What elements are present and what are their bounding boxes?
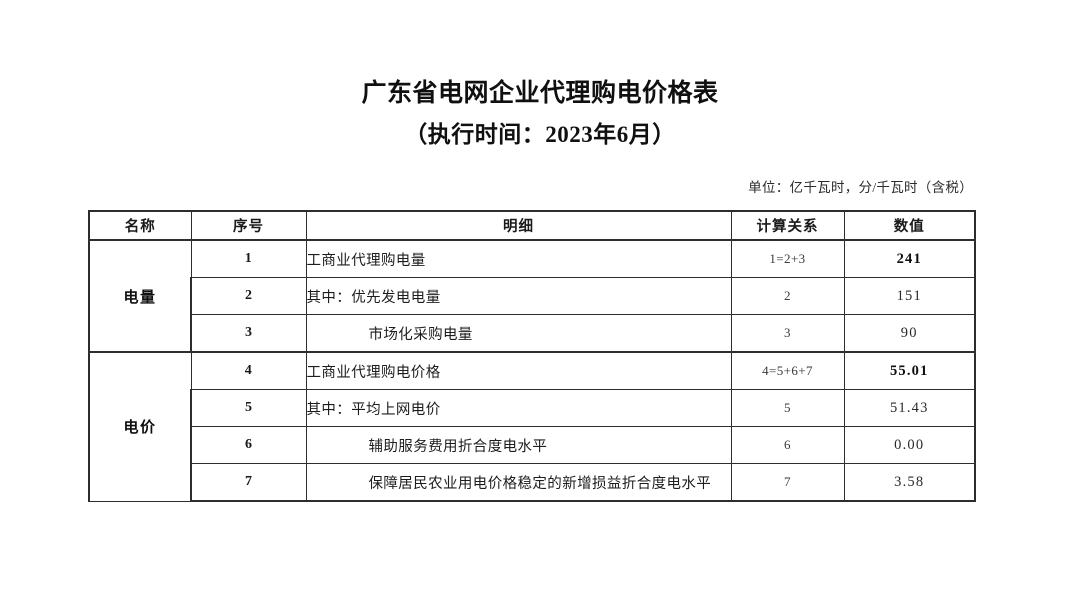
cell-value: 0.00: [843, 426, 976, 464]
cell-value: 3.58: [843, 463, 976, 502]
cell-value: 90: [843, 314, 976, 353]
unit-note: 单位：亿千瓦时，分/千瓦时（含税）: [748, 180, 973, 195]
cell-seq: 5: [190, 389, 307, 427]
table-row: 5 其中：平均上网电价 5 51.43: [89, 389, 976, 427]
cell-value: 151: [843, 277, 976, 315]
cell-value: 55.01: [843, 351, 976, 390]
table-body: 电量 1 工商业代理购电量 1=2+3 241 2 其中：优先发电电量 2 15…: [88, 239, 976, 502]
cell-calc: 1=2+3: [730, 239, 845, 278]
cell-value: 51.43: [843, 389, 976, 427]
column-header-calc: 计算关系: [730, 210, 845, 241]
page-subtitle: （执行时间：2023年6月）: [404, 122, 676, 148]
cell-seq: 1: [190, 239, 307, 278]
cell-detail: 工商业代理购电量: [305, 239, 732, 278]
column-header-name: 名称: [88, 210, 192, 241]
table-row: 6 辅助服务费用折合度电水平 6 0.00: [89, 426, 976, 464]
cell-calc: 4=5+6+7: [730, 351, 845, 390]
cell-calc: 6: [730, 426, 845, 464]
table-row: 2 其中：优先发电电量 2 151: [89, 277, 976, 315]
cell-detail: 辅助服务费用折合度电水平: [305, 426, 732, 464]
cell-detail: 其中：平均上网电价: [305, 389, 732, 427]
cell-calc: 3: [730, 314, 845, 353]
column-header-value: 数值: [843, 210, 976, 241]
cell-seq: 2: [190, 277, 307, 315]
group-label-electricity-price: 电价: [88, 351, 192, 502]
column-header-seq: 序号: [190, 210, 307, 241]
title-block: 广东省电网企业代理购电价格表 （执行时间：2023年6月）: [0, 78, 1080, 150]
cell-seq: 3: [190, 314, 307, 353]
cell-calc: 7: [730, 463, 845, 502]
table-row: 3 市场化采购电量 3 90: [89, 314, 976, 353]
cell-detail: 工商业代理购电价格: [305, 351, 732, 390]
page-title: 广东省电网企业代理购电价格表: [361, 80, 719, 107]
cell-detail: 其中：优先发电电量: [305, 277, 732, 315]
column-header-detail: 明细: [305, 210, 732, 241]
cell-calc: 2: [730, 277, 845, 315]
table-header: 名称 序号 明细 计算关系 数值: [88, 210, 976, 241]
table-row: 7 保障居民农业用电价格稳定的新增损益折合度电水平 7 3.58: [89, 463, 976, 502]
cell-seq: 4: [190, 351, 307, 390]
cell-detail: 市场化采购电量: [305, 314, 732, 353]
table-row: 电价 4 工商业代理购电价格 4=5+6+7 55.01: [88, 351, 976, 502]
cell-value: 241: [843, 239, 976, 278]
cell-seq: 6: [190, 426, 307, 464]
table-row: 电量 1 工商业代理购电量 1=2+3 241: [88, 239, 976, 353]
table-header-row: 名称 序号 明细 计算关系 数值: [88, 210, 976, 241]
cell-calc: 5: [730, 389, 845, 427]
price-table: 名称 序号 明细 计算关系 数值 电量 1 工商业代理购电量 1=2+3 241…: [88, 210, 976, 502]
cell-seq: 7: [190, 463, 307, 502]
group-label-electricity-volume: 电量: [88, 239, 192, 353]
price-table-container: 名称 序号 明细 计算关系 数值 电量 1 工商业代理购电量 1=2+3 241…: [88, 210, 976, 502]
cell-detail: 保障居民农业用电价格稳定的新增损益折合度电水平: [305, 463, 732, 502]
